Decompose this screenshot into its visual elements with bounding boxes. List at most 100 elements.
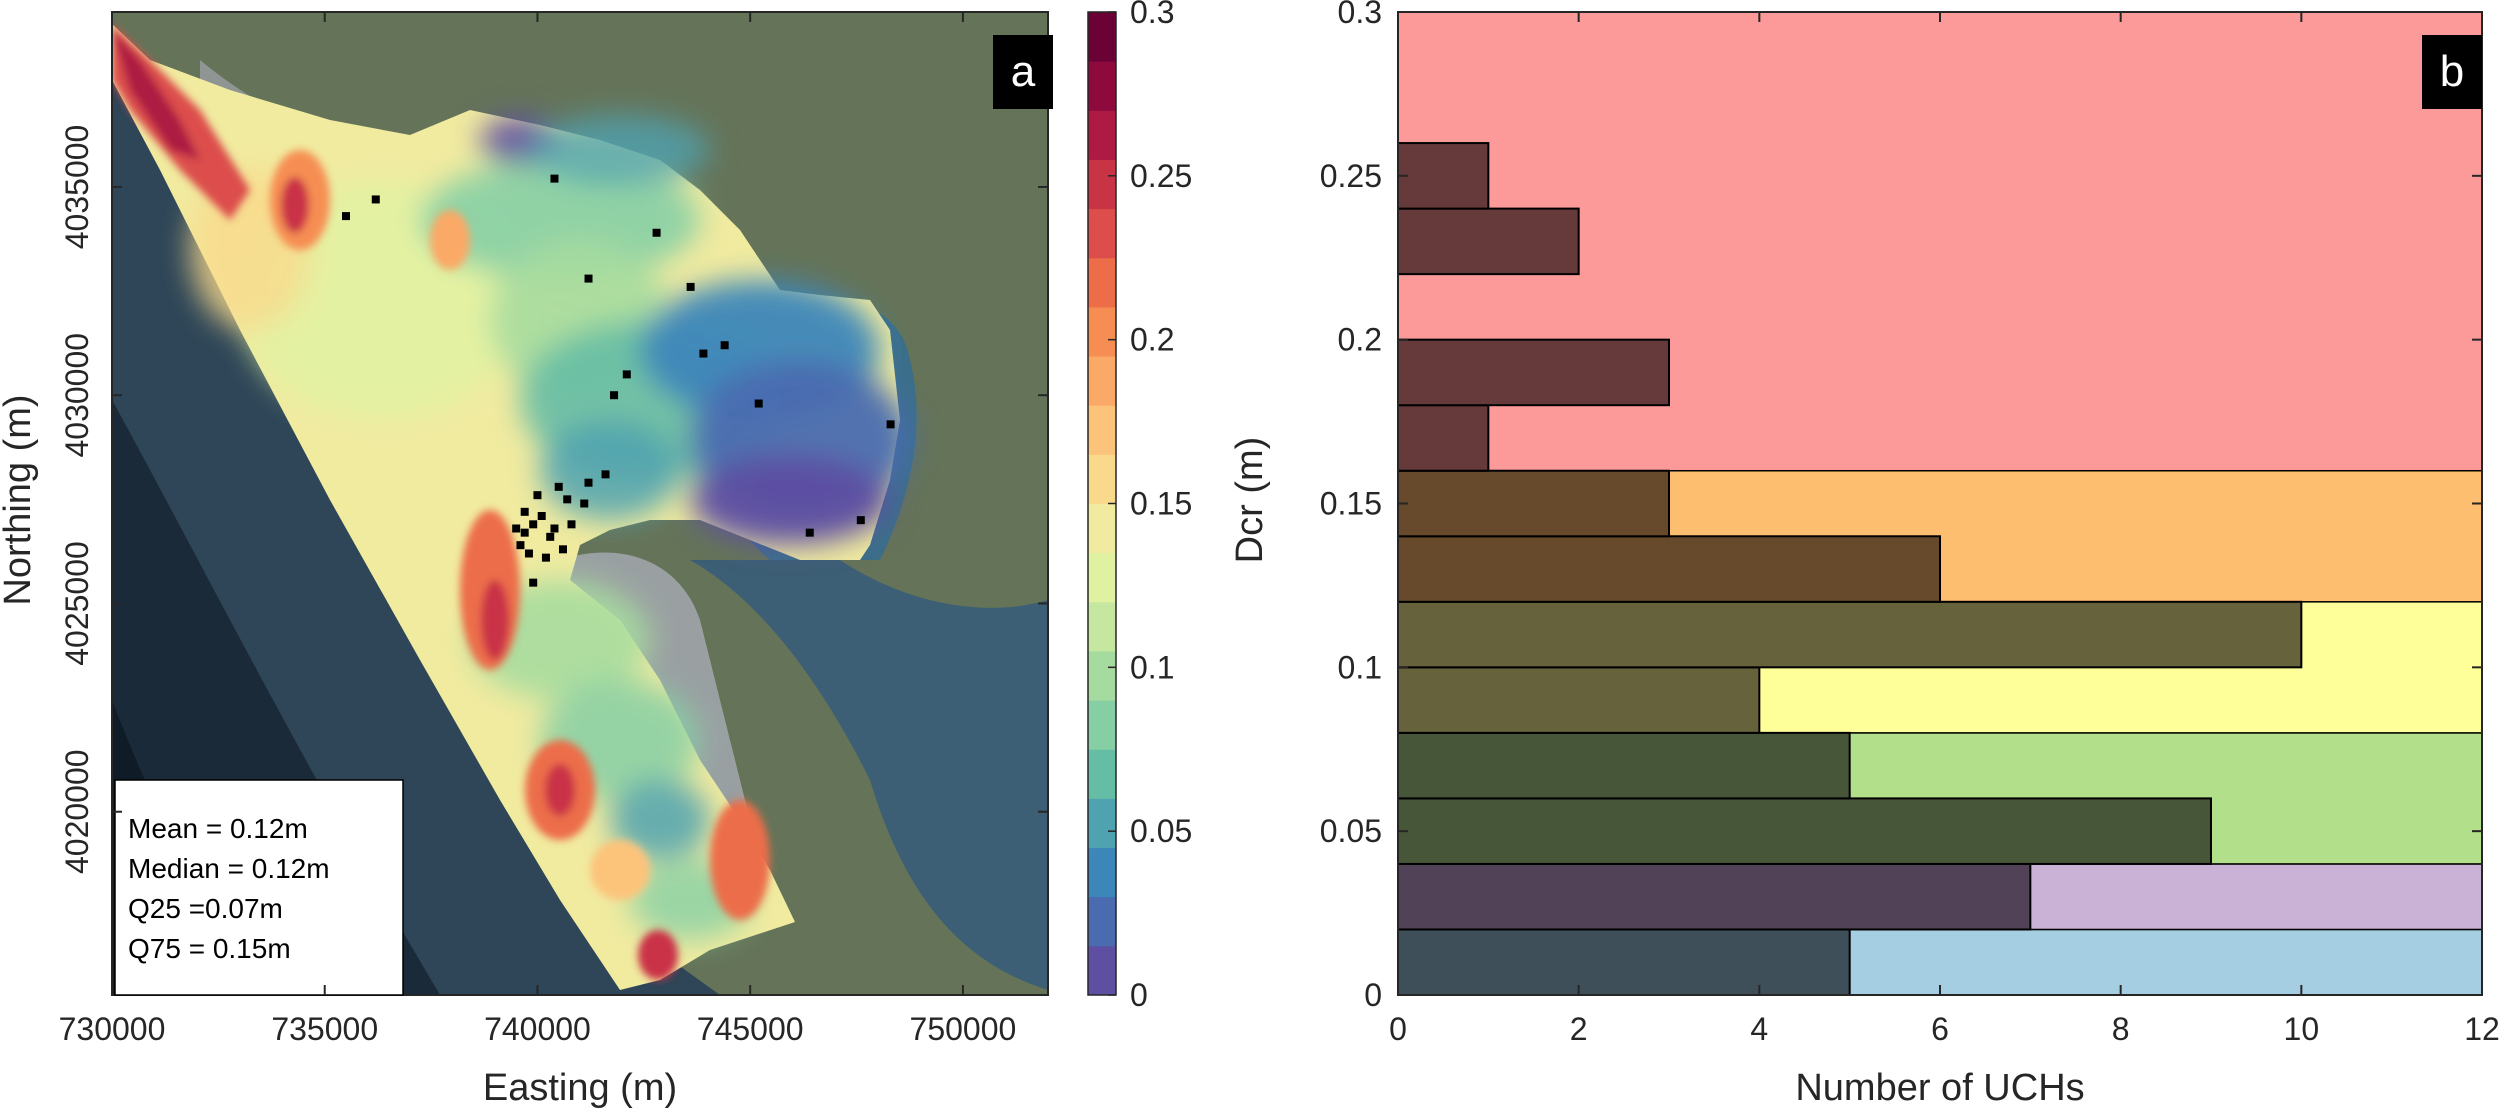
- uch-point: [541, 553, 550, 562]
- uch-point: [610, 391, 619, 400]
- histogram-x-tick-label: 2: [1570, 1011, 1588, 1047]
- histogram-x-tick-label: 4: [1750, 1011, 1768, 1047]
- uch-point: [529, 520, 538, 529]
- histogram-y-tick-label: 0.2: [1338, 322, 1382, 358]
- dcr-field: [112, 24, 910, 990]
- histogram-bar: [1397, 404, 1490, 472]
- uch-point: [886, 420, 895, 429]
- field-hotspots: [112, 24, 770, 980]
- histogram-bar: [1397, 666, 1761, 734]
- histogram-bar: [1397, 207, 1580, 276]
- colorbar-tick-label: 0.2: [1130, 322, 1174, 358]
- uch-point: [686, 282, 695, 291]
- map-panel: a Mean = 0.12m Median = 0.12m Q25 =0.07m Q7…: [0, 11, 1053, 1109]
- colorbar-segment: [1088, 601, 1116, 652]
- histogram-x-tick-label: 0: [1389, 1011, 1407, 1047]
- map-x-label: Easting (m): [483, 1067, 677, 1109]
- uch-point: [580, 499, 589, 508]
- map-x-tick-label: 750000: [910, 1011, 1017, 1047]
- histogram-y-tick-label: 0.1: [1338, 649, 1382, 685]
- histogram-y-label: Dcr (m): [1229, 437, 1271, 564]
- histogram-bar: [1397, 600, 2303, 669]
- colorbar-tick-label: 0.3: [1130, 0, 1174, 30]
- uch-point: [652, 228, 661, 237]
- uch-point: [558, 545, 567, 554]
- colorbar-tick-label: 0: [1130, 977, 1148, 1013]
- panel-b-label: b: [2440, 47, 2464, 96]
- stat-line: Q25 =0.07m: [128, 893, 283, 924]
- histogram-bar: [1397, 338, 1670, 407]
- colorbar-segment: [1088, 798, 1116, 849]
- colorbar-tick-label: 0.05: [1130, 813, 1192, 849]
- uch-point: [754, 399, 763, 408]
- uch-point: [622, 370, 631, 379]
- colorbar-segment: [1088, 61, 1116, 111]
- map-x-tick-label: 735000: [271, 1011, 378, 1047]
- histogram-y-tick-label: 0.15: [1320, 486, 1382, 522]
- colorbar-segment: [1088, 159, 1116, 210]
- uch-point: [550, 174, 559, 183]
- colorbar-segment: [1088, 847, 1116, 898]
- colorbar: 0 0.05 0.1 0.15 0.2 0.25 0.3: [1087, 0, 1192, 1013]
- uch-point: [601, 470, 610, 479]
- histogram-x-tick-label: 12: [2464, 1011, 2500, 1047]
- uch-point: [805, 528, 814, 537]
- histogram-y-tick-label: 0.25: [1320, 158, 1382, 194]
- stat-line: Median = 0.12m: [128, 853, 330, 884]
- colorbar-segment: [1088, 405, 1116, 455]
- map-y-tick-label: 4035000: [59, 125, 95, 250]
- histogram-x-label: Number of UCHs: [1795, 1067, 2084, 1109]
- histogram-bar: [1397, 928, 1851, 997]
- uch-point: [342, 212, 350, 221]
- stats-lines: Mean = 0.12m Median = 0.12m Q25 =0.07m Q75 …: [128, 813, 330, 964]
- map-x-tick-label: 745000: [697, 1011, 804, 1047]
- panel-a-badge: [993, 35, 1053, 109]
- histogram-x-tick-label: 6: [1931, 1011, 1949, 1047]
- colorbar-segment: [1088, 503, 1116, 554]
- uch-point: [720, 341, 729, 350]
- stat-line: Q75 = 0.15m: [128, 933, 291, 964]
- colorbar-tick-label: 0.1: [1130, 649, 1174, 685]
- stats-box-frame: [114, 779, 404, 996]
- uch-point: [520, 507, 529, 516]
- panel-a-label: a: [1011, 47, 1036, 96]
- map-y-tick-label: 4020000: [59, 749, 95, 874]
- colorbar-segment: [1088, 945, 1116, 996]
- colorbar-segment: [1088, 700, 1116, 750]
- uch-point: [550, 524, 559, 533]
- colorbar-segment: [1088, 454, 1116, 504]
- uch-point: [524, 549, 533, 558]
- colorbar-segment: [1088, 356, 1116, 406]
- uch-point: [567, 520, 576, 529]
- histogram-bars: [1397, 142, 2303, 997]
- uch-point: [546, 532, 555, 541]
- histogram-bar: [1397, 731, 1851, 800]
- uch-point: [584, 478, 593, 487]
- bay-water: [690, 560, 1048, 990]
- uch-point: [563, 495, 572, 504]
- colorbar-segment: [1088, 12, 1116, 62]
- histogram-bar: [1397, 469, 1670, 538]
- map-axes: 730000 735000 740000 745000 750000 4020000 402…: [59, 12, 1048, 1047]
- map-y-tick-label: 4030000: [59, 333, 95, 458]
- map-image: [112, 12, 1048, 995]
- histogram-bar: [1397, 797, 2212, 865]
- colorbar-segment: [1088, 749, 1116, 799]
- stat-line: Mean = 0.12m: [128, 813, 308, 844]
- map-frame: [111, 11, 1049, 996]
- colorbar-segment: [1088, 110, 1116, 160]
- uch-point: [699, 349, 708, 358]
- colorbar-segment: [1088, 896, 1116, 947]
- histogram-x-tick-label: 10: [2284, 1011, 2320, 1047]
- uch-point: [529, 578, 538, 587]
- histogram-x-tick-label: 8: [2112, 1011, 2130, 1047]
- uch-point: [371, 195, 380, 204]
- colorbar-segment: [1088, 208, 1116, 259]
- histogram-y-tick-label: 0.05: [1320, 813, 1382, 849]
- stats-box: Mean = 0.12m Median = 0.12m Q25 =0.07m Q75 …: [114, 779, 404, 996]
- uch-point: [537, 511, 546, 520]
- colorbar-tick-label: 0.25: [1130, 158, 1192, 194]
- histogram-y-tick-label: 0.3: [1338, 0, 1382, 30]
- histogram-bar: [1397, 862, 2032, 931]
